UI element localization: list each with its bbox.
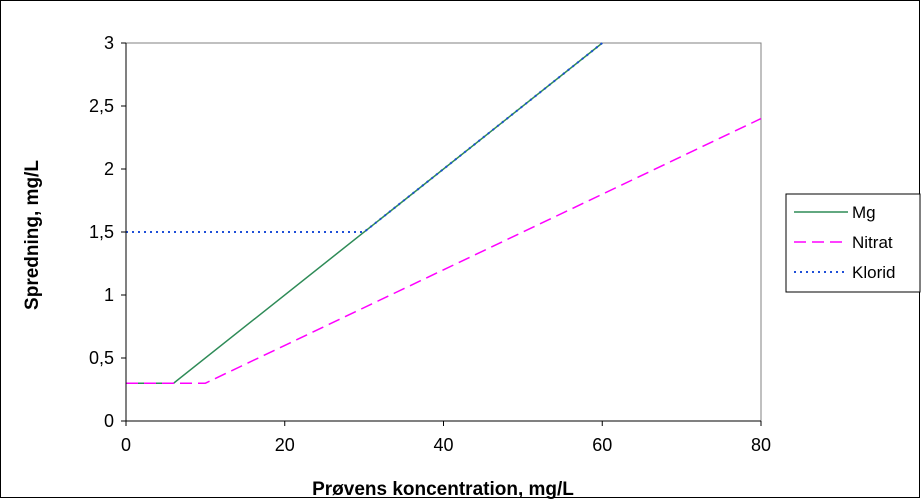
y-tick-label: 3 bbox=[104, 33, 114, 53]
series-line-klorid bbox=[126, 42, 603, 233]
x-axis-title: Prøvens koncentration, mg/L bbox=[312, 479, 574, 500]
y-axis-title: Spredning, mg/L bbox=[22, 160, 43, 310]
legend-label-mg: Mg bbox=[852, 203, 876, 222]
y-tick-label: 0,5 bbox=[89, 348, 114, 368]
y-tick-label: 2 bbox=[104, 159, 114, 179]
x-tick-label: 40 bbox=[433, 435, 453, 455]
series-line-nitrat bbox=[126, 117, 762, 384]
series-layer bbox=[126, 42, 762, 384]
legend-label-nitrat: Nitrat bbox=[852, 233, 893, 252]
x-tick-label: 80 bbox=[751, 435, 771, 455]
y-tick-label: 1 bbox=[104, 285, 114, 305]
y-tick-label: 2,5 bbox=[89, 96, 114, 116]
x-tick-label: 20 bbox=[275, 435, 295, 455]
legend-box bbox=[785, 193, 921, 293]
y-tick-label: 0 bbox=[104, 411, 114, 431]
axes-layer: 0 0,5 1 1,5 2 2,5 3 0 20 40 60 80 bbox=[89, 33, 771, 455]
y-tick-label: 1,5 bbox=[89, 222, 114, 242]
x-tick-label: 60 bbox=[592, 435, 612, 455]
plot-area-border bbox=[125, 42, 762, 422]
plot-area bbox=[125, 42, 762, 422]
legend-label-klorid: Klorid bbox=[852, 263, 895, 282]
x-tick-label: 0 bbox=[121, 435, 131, 455]
legend: Mg Nitrat Klorid bbox=[785, 193, 921, 293]
